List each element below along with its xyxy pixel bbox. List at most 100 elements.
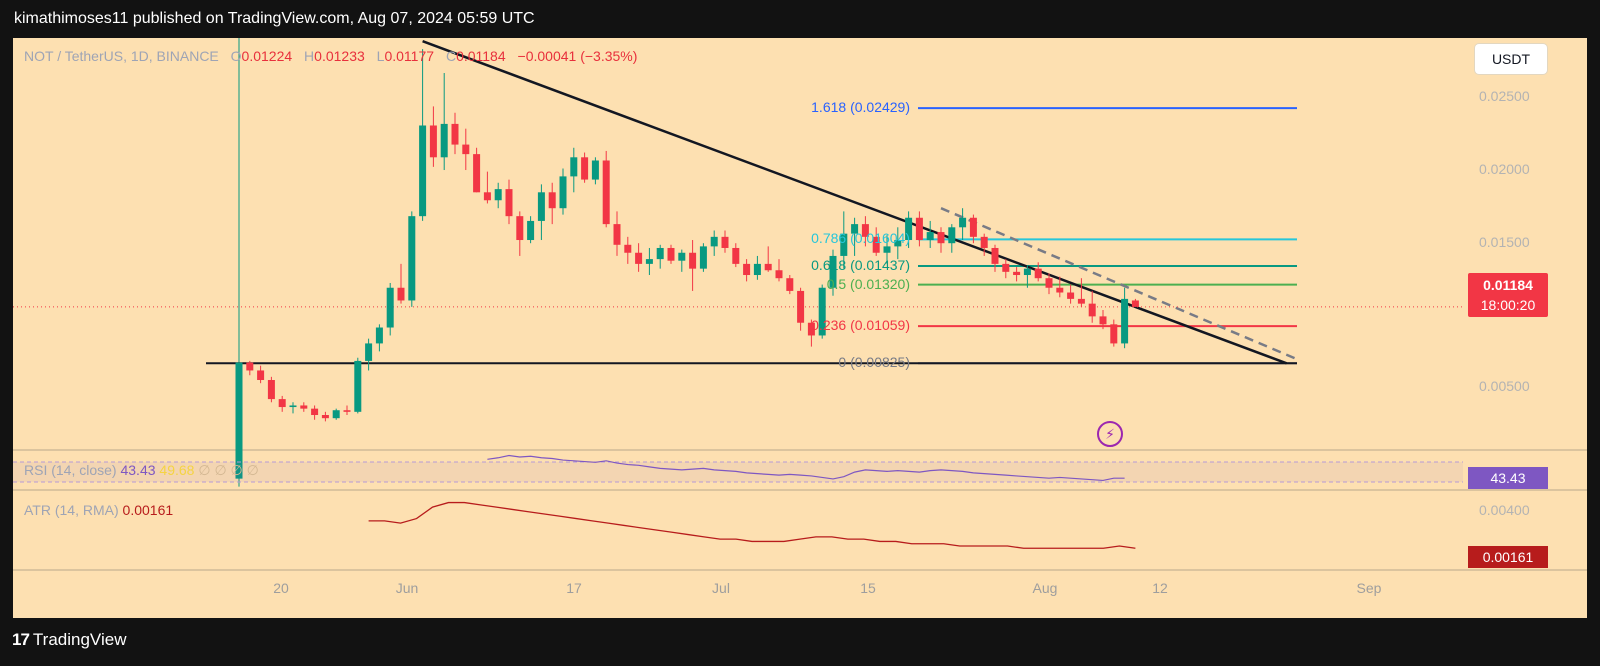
- candle-body: [624, 244, 632, 253]
- candle-body: [386, 287, 394, 328]
- candle-body: [365, 343, 373, 361]
- candle-body: [851, 224, 859, 234]
- candle-body: [257, 370, 265, 381]
- chart-canvas[interactable]: [13, 38, 1587, 618]
- rsi-extras: ∅ ∅ ∅ ∅: [198, 462, 259, 478]
- lightning-icon[interactable]: ⚡: [1097, 421, 1123, 447]
- candle-body: [980, 236, 988, 248]
- candle-body: [429, 125, 437, 158]
- candle-body: [537, 192, 545, 221]
- rsi-ma-value: 49.68: [159, 462, 195, 478]
- candle-body: [926, 232, 934, 241]
- candle-body: [289, 405, 297, 408]
- candle-body: [959, 217, 967, 228]
- candle-body: [278, 399, 286, 408]
- candle-body: [1045, 278, 1053, 288]
- candle-body: [937, 232, 945, 244]
- candle-body: [1013, 271, 1021, 276]
- candle-body: [235, 362, 243, 479]
- candle-body: [764, 263, 772, 271]
- candle-body: [570, 157, 578, 177]
- y-tick-label: 0.02500: [1479, 88, 1530, 104]
- candle-body: [807, 322, 815, 336]
- candle-body: [1077, 298, 1085, 304]
- atr-value: 0.00161: [122, 502, 174, 518]
- currency-button[interactable]: USDT: [1475, 44, 1547, 74]
- tradingview-brand[interactable]: 17 TradingView: [12, 618, 126, 662]
- fib-level-label: 0.618 (0.01437): [811, 256, 910, 273]
- candle-body: [1121, 298, 1129, 344]
- candle-body: [462, 144, 470, 155]
- candle-body: [721, 236, 729, 248]
- open-label: O: [230, 48, 242, 64]
- candle-body: [581, 157, 589, 180]
- candle-body: [375, 327, 383, 344]
- candle-body: [905, 217, 913, 241]
- candle-body: [300, 405, 308, 409]
- low-label: L: [376, 48, 385, 64]
- candle-body: [1131, 300, 1139, 307]
- candle-body: [678, 252, 686, 261]
- candle-body: [829, 255, 837, 288]
- candle-body: [451, 123, 459, 145]
- y-tick-label: 0.01500: [1479, 234, 1530, 250]
- atr-legend: ATR (14, RMA) 0.00161: [24, 502, 173, 518]
- candle-body: [354, 360, 362, 412]
- last-price: 0.01184: [1483, 277, 1533, 293]
- candle-body: [667, 247, 675, 261]
- candle-body: [591, 160, 599, 180]
- candle-body: [743, 263, 751, 276]
- chart-frame[interactable]: NOT / TetherUS, 1D, BINANCE O0.01224 H0.…: [13, 38, 1587, 618]
- candle-body: [246, 362, 254, 371]
- change-value: −0.00041 (−3.35%): [517, 48, 638, 64]
- x-tick-label: Jun: [395, 580, 419, 596]
- atr-name[interactable]: ATR (14, RMA): [24, 502, 119, 518]
- fib-level-label: 1.618 (0.02429): [811, 99, 910, 116]
- low-value: 0.01177: [384, 48, 435, 64]
- candle-body: [894, 240, 902, 247]
- x-tick-label: 15: [860, 580, 876, 596]
- candle-body: [494, 189, 502, 201]
- atr-value-tag: 0.00161: [1468, 546, 1548, 568]
- rsi-value: 43.43: [120, 462, 156, 478]
- descending-trendline: [422, 40, 1288, 365]
- candle-body: [635, 252, 643, 264]
- high-value: 0.01233: [314, 48, 365, 64]
- candle-body: [473, 154, 481, 193]
- last-price-tag: 0.01184 18:00:20: [1468, 273, 1548, 317]
- x-tick-label: 17: [566, 580, 582, 596]
- x-tick-label: Sep: [1356, 580, 1382, 596]
- x-tick-label: Jul: [712, 580, 730, 596]
- close-value: 0.01184: [456, 48, 506, 64]
- x-tick-label: 12: [1152, 580, 1168, 596]
- candle-body: [883, 246, 891, 253]
- candle-body: [872, 236, 880, 253]
- y-tick-label: 0.02000: [1479, 161, 1530, 177]
- candle-body: [969, 217, 977, 237]
- fib-level-label: 0.5 (0.01320): [826, 275, 910, 292]
- candle-body: [840, 233, 848, 256]
- symbol-name[interactable]: NOT / TetherUS, 1D, BINANCE: [24, 48, 219, 64]
- candle-body: [1067, 292, 1075, 299]
- candle-body: [548, 192, 556, 209]
- candle-body: [343, 410, 351, 412]
- rsi-name[interactable]: RSI (14, close): [24, 462, 117, 478]
- rsi-line: [487, 454, 1125, 482]
- candle-body: [645, 259, 653, 264]
- atr-line: [368, 501, 1136, 549]
- close-label: C: [445, 48, 457, 64]
- fib-level-label: 0.236 (0.01059): [811, 317, 910, 334]
- candle-body: [505, 189, 513, 217]
- candle-body: [818, 287, 826, 336]
- candle-body: [775, 270, 783, 279]
- x-tick-label: Aug: [1032, 580, 1058, 596]
- candle-body: [602, 160, 610, 225]
- atr-axis-label: 0.00400: [1479, 502, 1530, 518]
- y-tick-label: 0.00500: [1479, 378, 1530, 394]
- candle-body: [1002, 263, 1010, 272]
- candle-body: [321, 415, 329, 419]
- symbol-legend: NOT / TetherUS, 1D, BINANCE O0.01224 H0.…: [24, 48, 637, 64]
- candle-body: [408, 216, 416, 301]
- candle-body: [861, 224, 869, 237]
- high-label: H: [304, 48, 315, 64]
